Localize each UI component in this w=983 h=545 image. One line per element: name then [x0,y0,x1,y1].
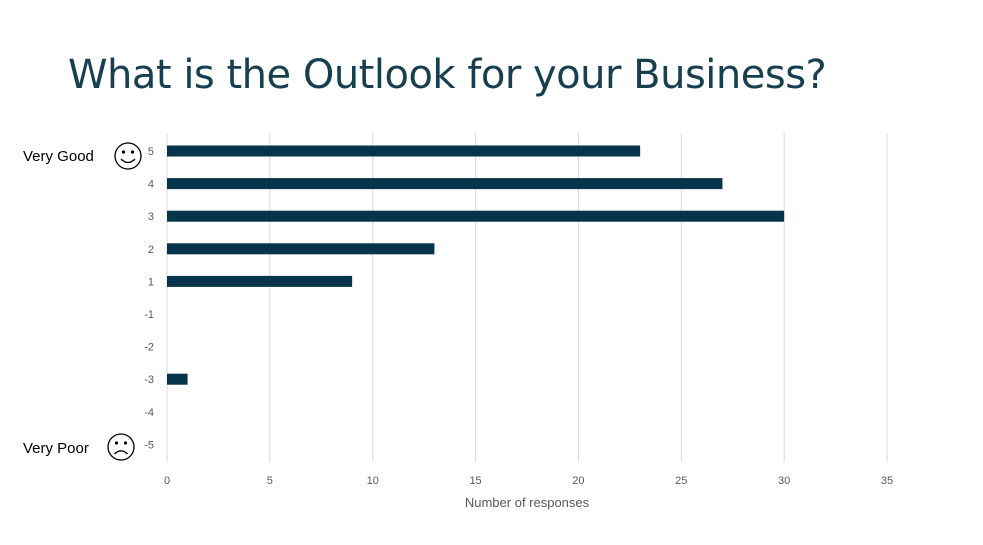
y-tick-label: 1 [148,276,154,288]
y-tick-label: -1 [144,309,154,321]
x-tick-label: 10 [367,475,379,487]
y-tick-label: 4 [148,179,154,191]
x-tick-label: 35 [881,475,893,487]
bar [167,178,723,190]
x-tick-label: 30 [778,475,790,487]
bar [167,210,785,222]
smiley-face-icon [114,142,142,170]
y-tick-label: 3 [148,211,154,223]
y-tick-label: -2 [144,342,154,354]
bar [167,145,641,157]
chart-title: What is the Outlook for your Business? [68,52,827,98]
bar [167,243,435,255]
very-good-label: Very Good [23,148,94,165]
bar [167,275,353,287]
x-tick-label: 5 [267,475,273,487]
y-tick-label: -5 [144,439,154,451]
x-tick-label: 20 [572,475,584,487]
x-tick-label: 0 [164,475,170,487]
y-tick-label: -4 [144,407,154,419]
y-tick-label: 2 [148,244,154,256]
x-tick-label: 25 [675,475,687,487]
y-tick-label: 5 [148,146,154,158]
x-tick-label: 15 [469,475,481,487]
sad-face-icon [107,433,135,461]
x-axis-label: Number of responses [465,495,590,510]
y-tick-labels: 5 4 3 2 1 -1 -2 -3 -4 -5 [144,146,154,451]
very-poor-label: Very Poor [23,440,89,457]
bars [167,145,785,385]
y-tick-label: -3 [144,374,154,386]
bar [167,373,188,385]
x-tick-labels: 0 5 10 15 20 25 30 35 [164,475,893,487]
